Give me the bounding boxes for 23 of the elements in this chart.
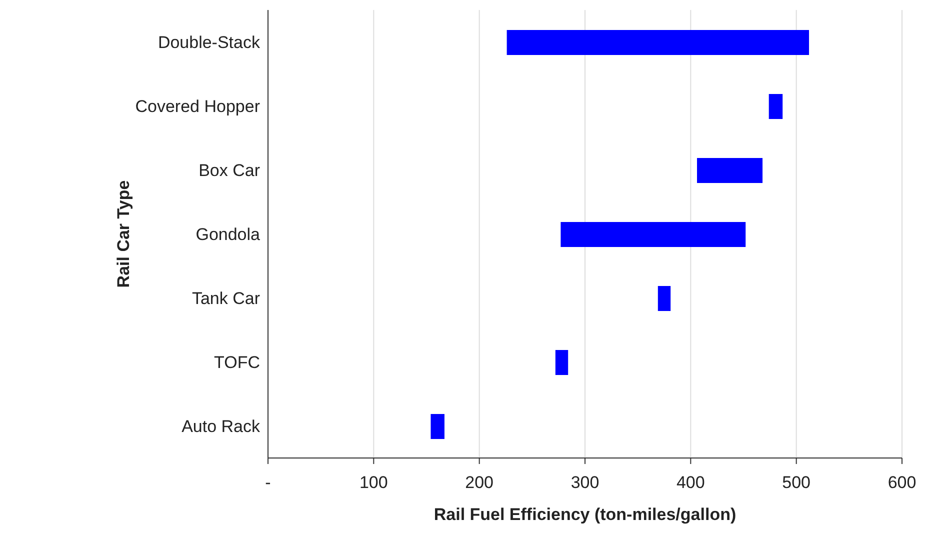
bar (658, 286, 671, 311)
y-tick-label: Covered Hopper (135, 97, 260, 116)
x-tick-label: 200 (465, 473, 494, 492)
y-tick-label: Tank Car (192, 289, 260, 308)
y-tick-label: TOFC (214, 353, 260, 372)
y-tick-label: Double-Stack (158, 33, 260, 52)
x-tick-label: 600 (888, 473, 916, 492)
y-tick-label: Auto Rack (182, 417, 260, 436)
x-tick-label: 100 (359, 473, 388, 492)
x-tick-label: 300 (570, 473, 600, 492)
y-tick-label: Box Car (198, 161, 260, 180)
x-tick-label: - (265, 473, 271, 492)
x-tick-label: 400 (676, 473, 705, 492)
y-tick-label: Gondola (196, 225, 261, 244)
bar (697, 158, 763, 183)
bar (560, 222, 746, 247)
bar (430, 414, 444, 439)
bar (768, 94, 783, 119)
bar (506, 30, 810, 55)
bar (555, 350, 568, 375)
x-axis-title: Rail Fuel Efficiency (ton-miles/gallon) (434, 505, 736, 524)
y-axis-title: Rail Car Type (114, 180, 134, 288)
x-tick-label: 500 (782, 473, 811, 492)
